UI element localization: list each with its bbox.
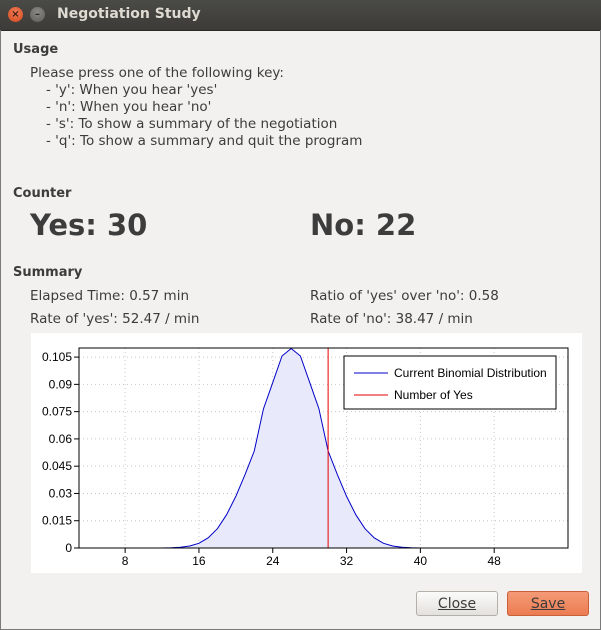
y-tick-label: 0.06 [49, 432, 73, 446]
usage-item-y: - 'y': When you hear 'yes' [46, 82, 218, 98]
rate-yes: Rate of 'yes': 52.47 / min [30, 311, 200, 327]
window-border-left [0, 30, 1, 630]
legend-box [343, 355, 557, 410]
counter-heading: Counter [13, 186, 72, 201]
distribution-area [143, 348, 439, 548]
minimize-window-icon[interactable]: – [30, 7, 45, 22]
x-tick-label: 48 [488, 554, 502, 568]
y-tick-label: 0.105 [42, 350, 72, 364]
y-tick-label: 0 [65, 541, 72, 555]
y-tick-label: 0.03 [49, 486, 73, 500]
usage-item-q: - 'q': To show a summary and quit the pr… [46, 133, 363, 149]
legend-label-distribution: Current Binomial Distribution [394, 366, 547, 380]
y-tick-label: 0.075 [42, 405, 72, 419]
plot-frame [78, 347, 569, 549]
x-tick-label: 16 [192, 554, 206, 568]
yes-no-ratio: Ratio of 'yes' over 'no': 0.58 [310, 288, 499, 304]
summary-heading: Summary [13, 265, 83, 280]
usage-heading: Usage [13, 42, 59, 57]
y-tick-label: 0.09 [49, 377, 73, 391]
x-tick-label: 32 [340, 554, 354, 568]
y-tick-label: 0.015 [42, 514, 72, 528]
usage-item-n: - 'n': When you hear 'no' [46, 99, 212, 115]
chart-svg: 8 16 24 32 40 48 0 0.015 0.03 0.045 0.06 0.075 0.09 0… [42, 347, 569, 568]
title-bar: × – Negotiation Study [0, 0, 601, 31]
x-tick-label: 8 [122, 554, 129, 568]
x-tick-label: 24 [266, 554, 280, 568]
legend-label-yes: Number of Yes [394, 388, 473, 402]
rate-no: Rate of 'no': 38.47 / min [310, 311, 473, 327]
yes-count: Yes: 30 [30, 208, 148, 242]
usage-intro: Please press one of the following key: [30, 65, 284, 81]
x-tick-label: 40 [414, 554, 428, 568]
no-count: No: 22 [310, 208, 417, 242]
close-button-label: Close [437, 596, 477, 612]
close-button[interactable]: Close [416, 591, 498, 616]
close-window-icon[interactable]: × [8, 7, 23, 22]
save-button-label: Save [530, 596, 566, 612]
distribution-plot: 8 16 24 32 40 48 0 0.015 0.03 0.045 0.06 0.075 0.09 0… [31, 333, 582, 573]
y-tick-label: 0.045 [42, 459, 72, 473]
save-button[interactable]: Save [507, 591, 589, 616]
elapsed-time: Elapsed Time: 0.57 min [30, 288, 190, 304]
usage-item-s: - 's': To show a summary of the negotiat… [46, 116, 338, 132]
window-title: Negotiation Study [57, 6, 201, 22]
